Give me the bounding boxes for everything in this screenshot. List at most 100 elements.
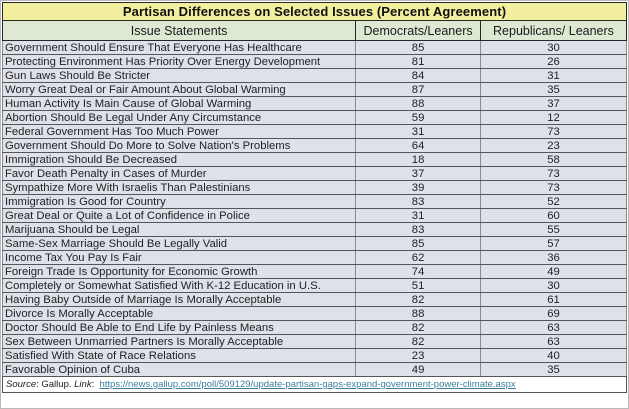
link-separator: : bbox=[91, 379, 100, 390]
issue-statement-cell: Sympathize More With Israelis Than Pales… bbox=[1, 180, 357, 195]
table-body: Government Should Ensure That Everyone H… bbox=[1, 40, 628, 377]
republicans-value-cell: 52 bbox=[479, 194, 628, 209]
democrats-value-cell: 83 bbox=[355, 194, 481, 209]
democrats-value-cell: 84 bbox=[355, 68, 481, 83]
democrats-value-cell: 49 bbox=[355, 362, 481, 377]
republicans-value-cell: 30 bbox=[479, 278, 628, 293]
republicans-value-cell: 40 bbox=[479, 348, 628, 363]
democrats-value-cell: 23 bbox=[355, 348, 481, 363]
issue-statement-cell: Sex Between Unmarried Partners Is Morall… bbox=[1, 334, 357, 349]
democrats-value-cell: 82 bbox=[355, 292, 481, 307]
table-row: Income Tax You Pay Is Fair 62 36 bbox=[1, 250, 628, 265]
democrats-value-cell: 88 bbox=[355, 96, 481, 111]
democrats-value-cell: 37 bbox=[355, 166, 481, 181]
democrats-value-cell: 85 bbox=[355, 236, 481, 251]
table-row: Doctor Should Be Able to End Life by Pai… bbox=[1, 320, 628, 335]
republicans-value-cell: 63 bbox=[479, 320, 628, 335]
democrats-value-cell: 85 bbox=[355, 40, 481, 55]
issue-statement-cell: Abortion Should Be Legal Under Any Circu… bbox=[1, 110, 357, 125]
source-label: Source bbox=[6, 379, 37, 390]
issue-statement-cell: Federal Government Has Too Much Power bbox=[1, 124, 357, 139]
table-row: Sympathize More With Israelis Than Pales… bbox=[1, 180, 628, 195]
republicans-value-cell: 58 bbox=[479, 152, 628, 167]
democrats-value-cell: 74 bbox=[355, 264, 481, 279]
link-label: Link bbox=[74, 379, 92, 390]
issue-statement-cell: Foreign Trade Is Opportunity for Economi… bbox=[1, 264, 357, 279]
republicans-value-cell: 73 bbox=[479, 166, 628, 181]
republicans-value-cell: 37 bbox=[479, 96, 628, 111]
democrats-value-cell: 82 bbox=[355, 320, 481, 335]
issue-statement-cell: Worry Great Deal or Fair Amount About Gl… bbox=[1, 82, 357, 97]
table-row: Favor Death Penalty in Cases of Murder 3… bbox=[1, 166, 628, 181]
col-header-issue-statements: Issue Statements bbox=[1, 20, 357, 41]
republicans-value-cell: 35 bbox=[479, 82, 628, 97]
source-link[interactable]: https://news.gallup.com/poll/509129/upda… bbox=[99, 379, 516, 390]
democrats-value-cell: 39 bbox=[355, 180, 481, 195]
issue-statement-cell: Income Tax You Pay Is Fair bbox=[1, 250, 357, 265]
republicans-value-cell: 57 bbox=[479, 236, 628, 251]
democrats-value-cell: 64 bbox=[355, 138, 481, 153]
source-text: : Gallup. bbox=[36, 379, 75, 390]
democrats-value-cell: 82 bbox=[355, 334, 481, 349]
republicans-value-cell: 69 bbox=[479, 306, 628, 321]
democrats-value-cell: 31 bbox=[355, 124, 481, 139]
table-row: Completely or Somewhat Satisfied With K-… bbox=[1, 278, 628, 293]
democrats-value-cell: 83 bbox=[355, 222, 481, 237]
table-title: Partisan Differences on Selected Issues … bbox=[2, 2, 627, 21]
issue-statement-cell: Human Activity Is Main Cause of Global W… bbox=[1, 96, 357, 111]
source-row: Source: Gallup. Link: https://news.gallu… bbox=[2, 376, 627, 393]
table-row: Marijuana Should be Legal 83 55 bbox=[1, 222, 628, 237]
republicans-value-cell: 49 bbox=[479, 264, 628, 279]
republicans-value-cell: 60 bbox=[479, 208, 628, 223]
democrats-value-cell: 62 bbox=[355, 250, 481, 265]
issue-statement-cell: Having Baby Outside of Marriage Is Moral… bbox=[1, 292, 357, 307]
republicans-value-cell: 55 bbox=[479, 222, 628, 237]
table-row: Immigration Is Good for Country 83 52 bbox=[1, 194, 628, 209]
democrats-value-cell: 88 bbox=[355, 306, 481, 321]
democrats-value-cell: 81 bbox=[355, 54, 481, 69]
partisan-differences-table: Partisan Differences on Selected Issues … bbox=[1, 2, 628, 393]
table-row: Same-Sex Marriage Should Be Legally Vali… bbox=[1, 236, 628, 251]
table-row: Having Baby Outside of Marriage Is Moral… bbox=[1, 292, 628, 307]
democrats-value-cell: 87 bbox=[355, 82, 481, 97]
table-row: Human Activity Is Main Cause of Global W… bbox=[1, 96, 628, 111]
republicans-value-cell: 36 bbox=[479, 250, 628, 265]
table-row: Worry Great Deal or Fair Amount About Gl… bbox=[1, 82, 628, 97]
table-row: Sex Between Unmarried Partners Is Morall… bbox=[1, 334, 628, 349]
republicans-value-cell: 63 bbox=[479, 334, 628, 349]
republicans-value-cell: 73 bbox=[479, 180, 628, 195]
republicans-value-cell: 23 bbox=[479, 138, 628, 153]
issue-statement-cell: Completely or Somewhat Satisfied With K-… bbox=[1, 278, 357, 293]
table-row: Foreign Trade Is Opportunity for Economi… bbox=[1, 264, 628, 279]
issue-statement-cell: Government Should Do More to Solve Natio… bbox=[1, 138, 357, 153]
republicans-value-cell: 73 bbox=[479, 124, 628, 139]
table-row: Government Should Do More to Solve Natio… bbox=[1, 138, 628, 153]
issue-statement-cell: Marijuana Should be Legal bbox=[1, 222, 357, 237]
issue-statement-cell: Gun Laws Should Be Stricter bbox=[1, 68, 357, 83]
issue-statement-cell: Divorce Is Morally Acceptable bbox=[1, 306, 357, 321]
table-row: Government Should Ensure That Everyone H… bbox=[1, 40, 628, 55]
republicans-value-cell: 12 bbox=[479, 110, 628, 125]
table-row: Federal Government Has Too Much Power 31… bbox=[1, 124, 628, 139]
table-row: Great Deal or Quite a Lot of Confidence … bbox=[1, 208, 628, 223]
issue-statement-cell: Favor Death Penalty in Cases of Murder bbox=[1, 166, 357, 181]
issue-statement-cell: Satisfied With State of Race Relations bbox=[1, 348, 357, 363]
issue-statement-cell: Doctor Should Be Able to End Life by Pai… bbox=[1, 320, 357, 335]
democrats-value-cell: 51 bbox=[355, 278, 481, 293]
issue-statement-cell: Favorable Opinion of Cuba bbox=[1, 362, 357, 377]
table-row: Immigration Should Be Decreased 18 58 bbox=[1, 152, 628, 167]
col-header-republicans: Republicans/ Leaners bbox=[479, 20, 628, 41]
table-row: Gun Laws Should Be Stricter 84 31 bbox=[1, 68, 628, 83]
issue-statement-cell: Same-Sex Marriage Should Be Legally Vali… bbox=[1, 236, 357, 251]
democrats-value-cell: 59 bbox=[355, 110, 481, 125]
table-row: Favorable Opinion of Cuba 49 35 bbox=[1, 362, 628, 377]
table-row: Satisfied With State of Race Relations 2… bbox=[1, 348, 628, 363]
source-note: Source: Gallup. Link: https://news.gallu… bbox=[2, 376, 627, 393]
republicans-value-cell: 61 bbox=[479, 292, 628, 307]
republicans-value-cell: 30 bbox=[479, 40, 628, 55]
table-row: Divorce Is Morally Acceptable 88 69 bbox=[1, 306, 628, 321]
democrats-value-cell: 31 bbox=[355, 208, 481, 223]
issue-statement-cell: Immigration Is Good for Country bbox=[1, 194, 357, 209]
issue-statement-cell: Immigration Should Be Decreased bbox=[1, 152, 357, 167]
